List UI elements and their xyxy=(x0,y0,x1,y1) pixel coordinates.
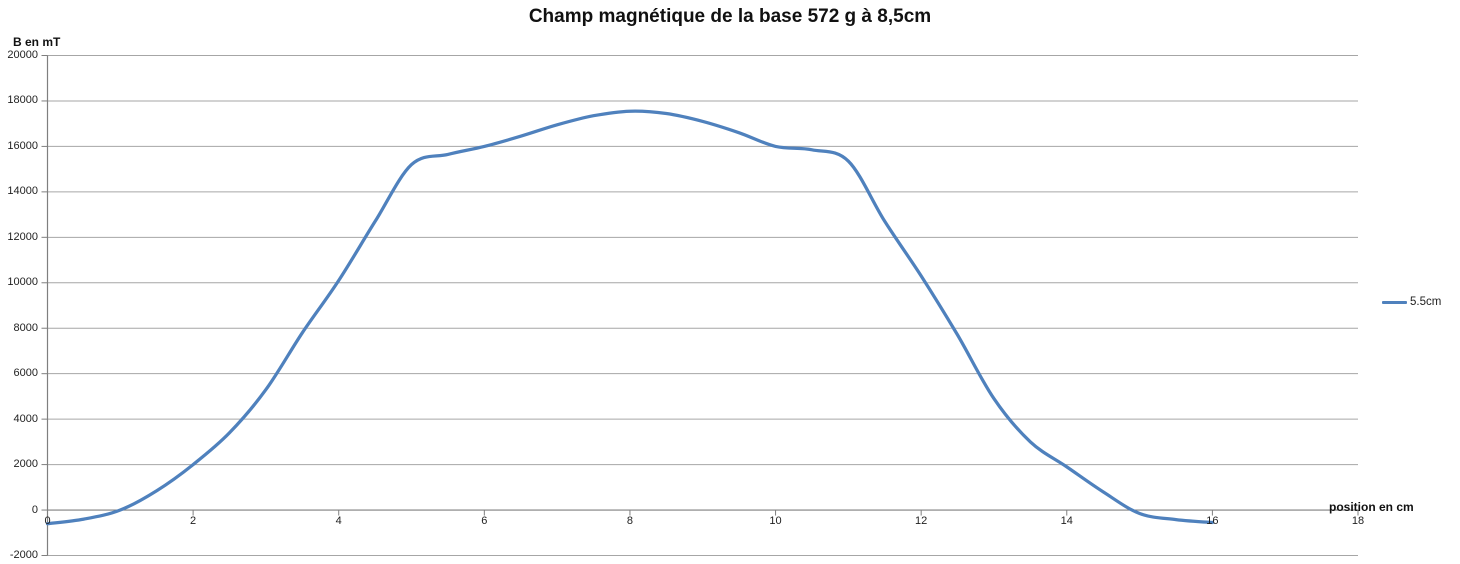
y-axis-tick-label: 8000 xyxy=(13,321,38,334)
x-axis-tick-label: 10 xyxy=(769,515,782,528)
y-axis-tick-label: 2000 xyxy=(13,458,38,471)
x-axis-tick-label: 2 xyxy=(190,515,197,528)
x-axis-tick-label: 6 xyxy=(481,515,488,528)
legend-label: 5.5cm xyxy=(1410,296,1442,308)
y-axis-tick-label: 14000 xyxy=(7,185,38,198)
legend-line-marker xyxy=(1382,300,1407,304)
x-axis-tick-label: 0 xyxy=(44,515,51,528)
y-axis-tick-label: 16000 xyxy=(7,139,38,152)
x-axis-tick-label: 8 xyxy=(626,515,633,528)
series-line-5.5cm xyxy=(45,109,1215,526)
x-axis-tick-label: 12 xyxy=(915,515,928,528)
x-axis-tick-label: 14 xyxy=(1060,515,1073,528)
y-axis-tick-label: 18000 xyxy=(7,94,38,107)
chart-title: Champ magnétique de la base 572 g à 8,5c… xyxy=(528,6,932,27)
y-axis-tick-label: 6000 xyxy=(13,367,38,380)
y-axis-tick-label: 12000 xyxy=(7,230,38,243)
y-axis-tick-label: 4000 xyxy=(13,412,38,425)
y-axis-tick-label: 20000 xyxy=(7,49,38,61)
y-axis-title: B en mT xyxy=(13,35,61,49)
x-axis-title: position en cm xyxy=(1329,500,1414,514)
y-axis-tick-label: 10000 xyxy=(7,276,38,289)
y-axis-tick-label: -2000 xyxy=(9,549,38,561)
x-axis-tick-label: 16 xyxy=(1206,515,1219,528)
y-axis-tick-label: 0 xyxy=(31,503,38,516)
legend: 5.5cm xyxy=(1382,296,1441,308)
x-axis-tick-label: 18 xyxy=(1351,515,1365,528)
x-axis-tick-label: 4 xyxy=(335,515,342,528)
